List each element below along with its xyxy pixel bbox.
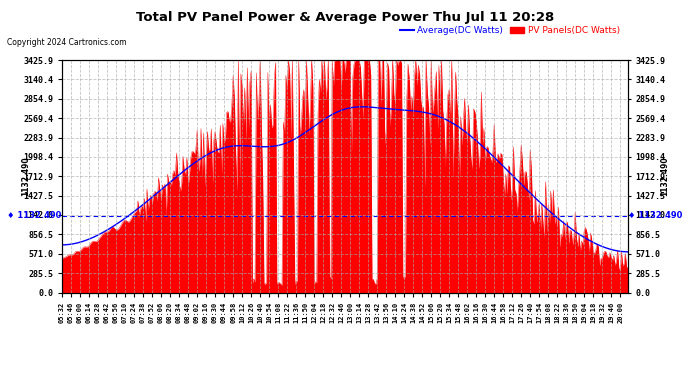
Text: Total PV Panel Power & Average Power Thu Jul 11 20:28: Total PV Panel Power & Average Power Thu… xyxy=(136,11,554,24)
Text: Copyright 2024 Cartronics.com: Copyright 2024 Cartronics.com xyxy=(7,38,126,47)
Legend: Average(DC Watts), PV Panels(DC Watts): Average(DC Watts), PV Panels(DC Watts) xyxy=(397,22,623,39)
Text: 1132.490: 1132.490 xyxy=(660,156,669,196)
Text: ♦ 1132.490: ♦ 1132.490 xyxy=(629,211,683,220)
Text: 1132.490: 1132.490 xyxy=(21,156,30,196)
Text: ♦ 1132.490: ♦ 1132.490 xyxy=(7,211,61,220)
